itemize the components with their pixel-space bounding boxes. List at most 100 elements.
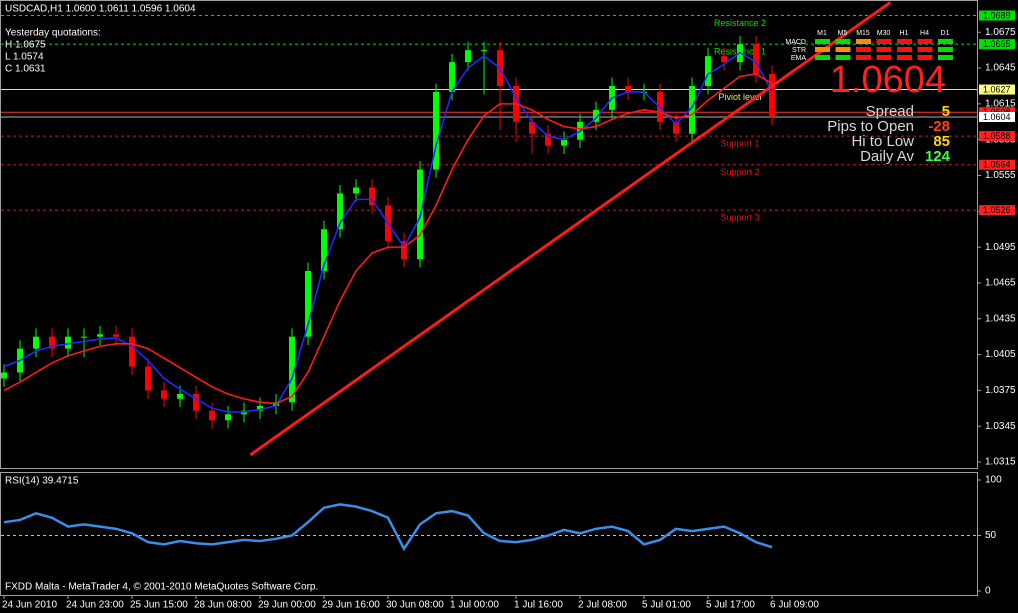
signal-cell	[835, 55, 851, 60]
stat-value: -28	[928, 118, 950, 135]
rsi-tick-label: 50	[985, 530, 997, 541]
level-tag-label: 1.0604	[983, 112, 1011, 122]
candle-body	[225, 414, 231, 421]
candle-body	[689, 85, 695, 134]
signal-cell	[876, 47, 892, 52]
candle-body	[49, 336, 55, 349]
level-tag	[979, 159, 1015, 170]
rsi-tick-label: 100	[985, 475, 1002, 486]
candle-body	[369, 187, 375, 206]
candle-body	[337, 193, 343, 230]
signal-cell	[876, 55, 892, 60]
signal-cell	[917, 47, 933, 52]
level-name: Support 2	[720, 167, 759, 177]
x-tick-label: 25 Jun 15:00	[130, 600, 188, 611]
y-tick-label: 1.0315	[985, 457, 1016, 468]
signal-row: EMA	[791, 55, 807, 62]
quotes-title: Yesterday quotations:	[5, 28, 101, 39]
level-tag	[979, 112, 1015, 122]
signal-row: STR	[792, 47, 806, 54]
signal-column: H1	[900, 30, 909, 37]
candle-body	[97, 334, 103, 337]
candle-body	[113, 334, 119, 337]
signal-cell	[835, 39, 851, 44]
x-tick-label: 2 Jul 08:00	[578, 600, 627, 611]
candle-body	[401, 241, 407, 260]
candle-body	[289, 336, 295, 403]
level-tag	[979, 10, 1015, 21]
candle-body	[545, 133, 551, 146]
signal-row: MACD	[785, 39, 806, 46]
candle-body	[81, 336, 87, 338]
signal-column: M15	[856, 30, 870, 37]
candle-body	[721, 56, 727, 63]
signal-cell	[938, 39, 953, 44]
x-tick-label: 28 Jun 08:00	[194, 600, 252, 611]
signal-cell	[815, 55, 830, 60]
chart-title: USDCAD,H1 1.0600 1.0611 1.0596 1.0604	[5, 4, 196, 15]
y-tick-label: 1.0555	[985, 170, 1016, 181]
y-tick-label: 1.0375	[985, 385, 1016, 396]
candle-body	[209, 410, 215, 421]
moving-average	[3, 73, 773, 405]
level-tag-label: 1.0665	[983, 39, 1011, 49]
y-tick-label: 1.0675	[985, 27, 1016, 38]
x-tick-label: 29 Jun 16:00	[322, 600, 380, 611]
x-tick-label: 30 Jun 08:00	[386, 600, 444, 611]
rsi-tick-label: 0	[985, 586, 991, 597]
rsi-title: RSI(14) 39.4715	[5, 476, 79, 487]
level-name: Resistance 2	[714, 18, 766, 28]
stat-label: Daily Av	[860, 148, 914, 165]
signal-cell	[815, 39, 830, 44]
stat-value: 124	[925, 148, 951, 165]
x-tick-label: 24 Jun 2010	[2, 600, 57, 611]
signal-cell	[917, 55, 933, 60]
signal-column: M5	[838, 30, 848, 37]
candle-body	[753, 44, 759, 75]
level-tag-label: 1.0526	[983, 205, 1011, 215]
current-price: 1.0604	[830, 59, 946, 101]
y-tick-label: 1.0645	[985, 63, 1016, 74]
candle-body	[561, 139, 567, 146]
y-tick-label: 1.0615	[985, 99, 1016, 110]
candle-body	[305, 271, 311, 337]
signal-cell	[897, 39, 912, 44]
level-tag-label: 1.0588	[983, 131, 1011, 141]
level-name: Support 1	[720, 138, 759, 148]
footer: FXDD Malta - MetaTrader 4, © 2001-2010 M…	[5, 582, 318, 593]
candle-body	[193, 393, 199, 411]
candle-body	[353, 187, 359, 194]
level-tag	[979, 84, 1015, 95]
candle-body	[449, 62, 455, 92]
candle-body	[465, 50, 471, 63]
y-tick-label: 1.0435	[985, 313, 1016, 324]
candle-body	[177, 393, 183, 399]
signal-column: M30	[877, 30, 891, 37]
signal-column: H4	[920, 30, 929, 37]
signal-cell	[897, 55, 912, 60]
x-tick-label: 5 Jul 17:00	[706, 600, 755, 611]
signal-cell	[815, 47, 830, 52]
candle-body	[145, 366, 151, 391]
signal-column: D1	[941, 30, 950, 37]
stat-value: 5	[942, 103, 950, 120]
signal-cell	[856, 47, 871, 52]
y-tick-label: 1.0405	[985, 349, 1016, 360]
candle-body	[321, 229, 327, 272]
candle-body	[129, 336, 135, 367]
quote: L 1.0574	[5, 52, 44, 63]
x-tick-label: 29 Jun 00:00	[258, 600, 316, 611]
signal-cell	[856, 39, 871, 44]
candle-body	[33, 336, 39, 349]
level-name: Support 3	[720, 212, 759, 222]
signal-cell	[876, 39, 892, 44]
candle-body	[65, 336, 71, 349]
x-tick-label: 1 Jul 00:00	[450, 600, 499, 611]
x-tick-label: 1 Jul 16:00	[514, 600, 563, 611]
candle-body	[673, 121, 679, 134]
stat-label: Pips to Open	[827, 118, 914, 135]
y-tick-label: 1.0345	[985, 421, 1016, 432]
